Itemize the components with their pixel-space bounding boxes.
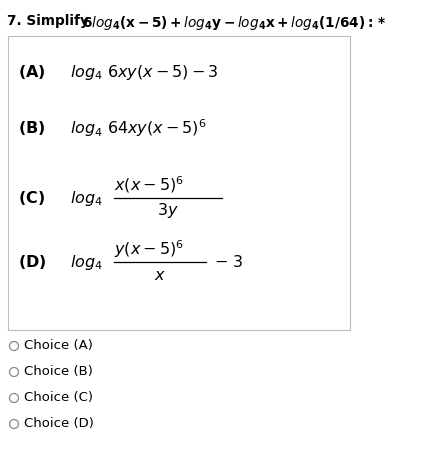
Text: $x$: $x$ [154, 267, 166, 283]
Text: $-\ 3$: $-\ 3$ [214, 254, 243, 270]
Text: $\mathbf{(A)}$: $\mathbf{(A)}$ [18, 63, 45, 81]
Text: $y(x-5)^6$: $y(x-5)^6$ [114, 238, 184, 260]
Text: $\mathbf{(B)}$: $\mathbf{(B)}$ [18, 119, 45, 137]
Text: Choice (D): Choice (D) [24, 418, 94, 431]
Text: Choice (B): Choice (B) [24, 365, 93, 378]
Text: $\mathit{log}_4\ 64xy(x-5)^6$: $\mathit{log}_4\ 64xy(x-5)^6$ [70, 117, 207, 139]
Text: Choice (C): Choice (C) [24, 392, 93, 404]
Text: $\bf{6}$$\mathbf{\mathit{log}}_{\mathbf{4}}$$\bf{(x - 5) + }$$\mathbf{\mathit{lo: $\bf{6}$$\mathbf{\mathit{log}}_{\mathbf{… [82, 14, 387, 32]
Text: $\mathit{log}_4$: $\mathit{log}_4$ [70, 189, 103, 207]
FancyBboxPatch shape [8, 36, 350, 330]
Text: Choice (A): Choice (A) [24, 339, 93, 353]
Text: $\mathit{log}_4\ 6xy(x-5)-3$: $\mathit{log}_4\ 6xy(x-5)-3$ [70, 62, 218, 82]
Text: $\mathbf{(D)}$: $\mathbf{(D)}$ [18, 253, 47, 271]
Text: $3y$: $3y$ [157, 202, 179, 220]
Text: $\mathit{log}_4$: $\mathit{log}_4$ [70, 252, 103, 272]
Text: 7. Simplify: 7. Simplify [7, 14, 94, 28]
Text: $x(x-5)^6$: $x(x-5)^6$ [114, 174, 184, 196]
Text: $\mathbf{(C)}$: $\mathbf{(C)}$ [18, 189, 45, 207]
